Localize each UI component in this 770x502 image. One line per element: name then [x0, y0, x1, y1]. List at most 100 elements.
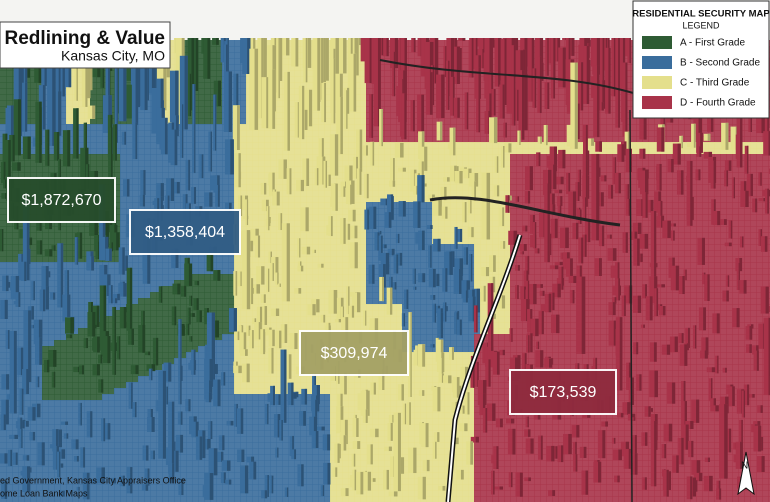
ground-cell: [540, 88, 547, 95]
ground-cell: [384, 172, 391, 179]
ground-cell: [132, 166, 139, 173]
ground-cell: [36, 262, 43, 269]
ground-cell: [60, 268, 67, 275]
ground-cell: [90, 124, 97, 131]
ground-cell: [660, 178, 667, 185]
ground-cell: [360, 232, 367, 239]
ground-cell: [522, 220, 529, 227]
ground-cell: [150, 262, 157, 269]
ground-cell: [216, 106, 223, 113]
ground-cell: [768, 184, 770, 191]
ground-cell: [600, 184, 607, 191]
ground-cell: [360, 166, 367, 173]
ground-cell: [618, 178, 625, 185]
ground-cell: [414, 154, 421, 161]
ground-cell: [744, 142, 751, 149]
ground-cell: [24, 88, 31, 95]
ground-cell: [402, 232, 409, 239]
ground-cell: [66, 100, 73, 107]
ground-cell: [510, 268, 517, 275]
ground-cell: [768, 166, 770, 173]
ground-cell: [444, 148, 451, 155]
ground-cell: [366, 250, 373, 257]
ground-cell: [390, 106, 397, 113]
ground-cell: [228, 172, 235, 179]
ground-cell: [756, 202, 763, 209]
ground-cell: [768, 256, 770, 263]
ground-cell: [210, 70, 217, 77]
ground-cell: [270, 208, 277, 215]
ground-cell: [606, 208, 613, 215]
ground-cell: [450, 220, 457, 227]
ground-cell: [306, 232, 313, 239]
ground-cell: [174, 196, 181, 203]
ground-cell: [456, 130, 463, 137]
ground-cell: [174, 268, 181, 275]
ground-cell: [510, 136, 517, 143]
ground-cell: [546, 124, 553, 131]
ground-cell: [720, 202, 727, 209]
ground-cell: [84, 142, 91, 149]
ground-cell: [168, 268, 175, 275]
ground-cell: [522, 154, 529, 161]
ground-cell: [444, 142, 451, 149]
ground-cell: [294, 262, 301, 269]
ground-cell: [540, 244, 547, 251]
ground-cell: [294, 250, 301, 257]
ground-cell: [444, 112, 451, 119]
ground-cell: [312, 238, 319, 245]
ground-cell: [696, 262, 703, 269]
ground-cell: [138, 124, 145, 131]
ground-cell: [474, 202, 481, 209]
ground-cell: [366, 154, 373, 161]
ground-cell: [750, 118, 757, 125]
ground-cell: [336, 262, 343, 269]
ground-cell: [282, 196, 289, 203]
ground-cell: [408, 202, 415, 209]
ground-cell: [696, 160, 703, 167]
ground-cell: [372, 262, 379, 269]
ground-cell: [558, 220, 565, 227]
ground-cell: [90, 76, 97, 83]
ground-cell: [588, 202, 595, 209]
ground-cell: [462, 46, 469, 53]
ground-cell: [348, 160, 355, 167]
ground-cell: [522, 160, 529, 167]
ground-cell: [216, 148, 223, 155]
ground-cell: [732, 238, 739, 245]
ground-cell: [114, 142, 121, 149]
ground-cell: [690, 256, 697, 263]
ground-cell: [690, 190, 697, 197]
ground-cell: [192, 268, 199, 275]
ground-cell: [120, 172, 127, 179]
ground-cell: [768, 244, 770, 251]
ground-cell: [504, 178, 511, 185]
ground-cell: [474, 142, 481, 149]
ground-cell: [84, 226, 91, 233]
ground-cell: [678, 256, 685, 263]
ground-cell: [42, 238, 49, 245]
ground-cell: [618, 190, 625, 197]
ground-cell: [0, 268, 7, 275]
ground-cell: [768, 172, 770, 179]
ground-cell: [84, 124, 91, 131]
ground-cell: [270, 238, 277, 245]
ground-cell: [444, 124, 451, 131]
ground-cell: [378, 76, 385, 83]
ground-cell: [570, 238, 577, 245]
ground-cell: [756, 220, 763, 227]
ground-cell: [666, 202, 673, 209]
ground-cell: [618, 220, 625, 227]
ground-cell: [240, 130, 247, 137]
ground-cell: [480, 112, 487, 119]
ground-cell: [102, 82, 109, 89]
ground-cell: [516, 226, 523, 233]
ground-cell: [222, 136, 229, 143]
ground-cell: [312, 220, 319, 227]
ground-cell: [684, 136, 691, 143]
ground-cell: [606, 136, 613, 143]
ground-cell: [552, 136, 559, 143]
ground-cell: [558, 136, 565, 143]
ground-cell: [696, 154, 703, 161]
ground-cell: [372, 250, 379, 257]
